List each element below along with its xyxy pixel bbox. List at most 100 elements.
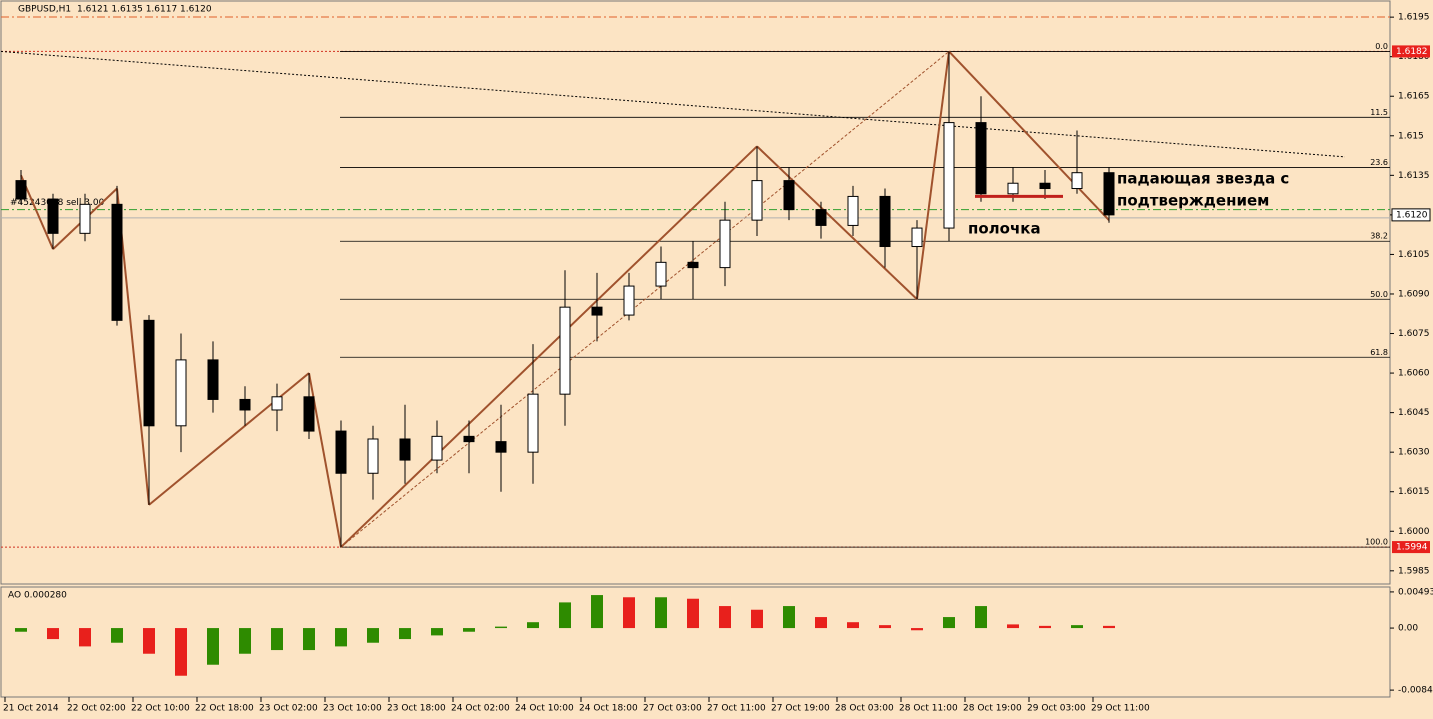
candle-body	[239, 398, 251, 411]
ao-bar	[975, 606, 987, 629]
price-tag-label: 1.6120	[1396, 210, 1428, 220]
fib-label: 38.2	[1370, 232, 1388, 241]
y-tick-label: 1.6030	[1398, 448, 1430, 458]
candle-body	[303, 396, 315, 432]
y-tick-label: 1.6105	[1398, 250, 1430, 260]
annotation: подтверждением	[1117, 192, 1269, 210]
quote-label: 1.6121 1.6135 1.6117 1.6120	[77, 5, 212, 15]
candle-body	[1007, 182, 1019, 195]
ao-bar	[847, 622, 859, 629]
candle-body	[143, 319, 155, 427]
fib-diagonal	[340, 51, 950, 548]
y-tick-label: 1.615	[1398, 131, 1424, 141]
y-tick-label: 1.6090	[1398, 289, 1430, 299]
candle-body	[751, 180, 763, 221]
candle-body	[271, 396, 283, 411]
fib-label: 50.0	[1370, 290, 1388, 299]
price-tag	[1391, 208, 1431, 222]
trendline	[0, 50, 1346, 158]
x-tick-label: 28 Oct 03:00	[835, 704, 894, 714]
ao-bar	[783, 606, 795, 629]
x-tick-label: 21 Oct 2014	[3, 704, 59, 714]
x-tick-label: 28 Oct 11:00	[899, 704, 958, 714]
ao-bar	[1071, 625, 1083, 629]
zigzag-segment	[916, 51, 950, 300]
ao-bar	[1039, 625, 1051, 629]
candle-body	[591, 306, 603, 316]
ao-bar	[527, 622, 539, 629]
candle-body	[1103, 172, 1115, 216]
candle-body	[687, 261, 699, 269]
y-tick-label: 1.6135	[1398, 171, 1430, 181]
ao-bar	[1007, 624, 1019, 629]
ao-bar	[335, 628, 347, 647]
annotation: падающая звезда с	[1117, 170, 1289, 188]
x-tick-label: 24 Oct 10:00	[515, 704, 574, 714]
y-tick-label: 1.6015	[1398, 487, 1430, 497]
candle-body	[367, 438, 379, 474]
x-tick-label: 22 Oct 02:00	[67, 704, 126, 714]
candle-body	[815, 209, 827, 226]
fib-label: 100.0	[1365, 538, 1388, 547]
x-tick-label: 28 Oct 19:00	[963, 704, 1022, 714]
indicator-tick-label: -0.00846	[1398, 686, 1433, 696]
price-tag-label: 1.5994	[1396, 543, 1428, 553]
candle-body	[943, 122, 955, 229]
ao-bar	[79, 628, 91, 647]
candle-body	[559, 306, 571, 395]
x-tick-label: 27 Oct 19:00	[771, 704, 830, 714]
candle-body	[111, 203, 123, 321]
candle-body	[975, 122, 987, 195]
x-tick-label: 22 Oct 10:00	[131, 704, 190, 714]
candle-body	[399, 438, 411, 461]
x-tick-label: 27 Oct 11:00	[707, 704, 766, 714]
ao-bar	[879, 625, 891, 629]
x-tick-label: 23 Oct 02:00	[259, 704, 318, 714]
ao-bar	[207, 628, 219, 665]
candle-body	[911, 227, 923, 248]
y-tick-label: 1.5985	[1398, 566, 1430, 576]
x-tick-label: 24 Oct 02:00	[451, 704, 510, 714]
candle-body	[79, 203, 91, 234]
x-tick-label: 29 Oct 11:00	[1091, 704, 1150, 714]
zigzag-segment	[148, 372, 310, 506]
candle-body	[175, 359, 187, 427]
annotation: полочка	[968, 220, 1041, 238]
y-tick-label: 1.6195	[1398, 13, 1430, 23]
candle-body	[655, 261, 667, 287]
candle-body	[1039, 182, 1051, 190]
x-tick-label: 29 Oct 03:00	[1027, 704, 1086, 714]
ao-bar	[271, 628, 283, 651]
ao-bar	[15, 628, 27, 632]
candle-body	[783, 180, 795, 211]
y-tick-label: 1.6060	[1398, 369, 1430, 379]
symbol-label: GBPUSD,H1	[18, 5, 71, 15]
ao-bar	[623, 597, 635, 629]
x-tick-label: 23 Oct 10:00	[323, 704, 382, 714]
indicator-tick-label: 0.00493	[1398, 587, 1433, 597]
zigzag-segment	[756, 145, 918, 300]
y-tick-label: 1.6075	[1398, 329, 1430, 339]
candle-body	[431, 435, 443, 461]
price-tag	[1392, 541, 1430, 554]
ao-bar	[399, 628, 411, 640]
ao-bar	[687, 598, 699, 629]
ao-bar	[239, 628, 251, 654]
y-tick-label: 1.6165	[1398, 92, 1430, 102]
candle-body	[15, 180, 27, 200]
candle-body	[463, 435, 475, 443]
ao-bar	[47, 628, 59, 640]
ao-bar	[463, 628, 475, 632]
x-tick-label: 22 Oct 18:00	[195, 704, 254, 714]
zigzag-segment	[948, 50, 1110, 221]
candle-body	[207, 359, 219, 400]
ao-bar	[143, 628, 155, 654]
main-pane	[0, 0, 1391, 585]
x-tick-label: 24 Oct 18:00	[579, 704, 638, 714]
ao-bar	[719, 606, 731, 629]
ao-bar	[943, 617, 955, 629]
fib-label: 0.0	[1375, 42, 1388, 51]
zigzag-segment	[340, 145, 758, 548]
